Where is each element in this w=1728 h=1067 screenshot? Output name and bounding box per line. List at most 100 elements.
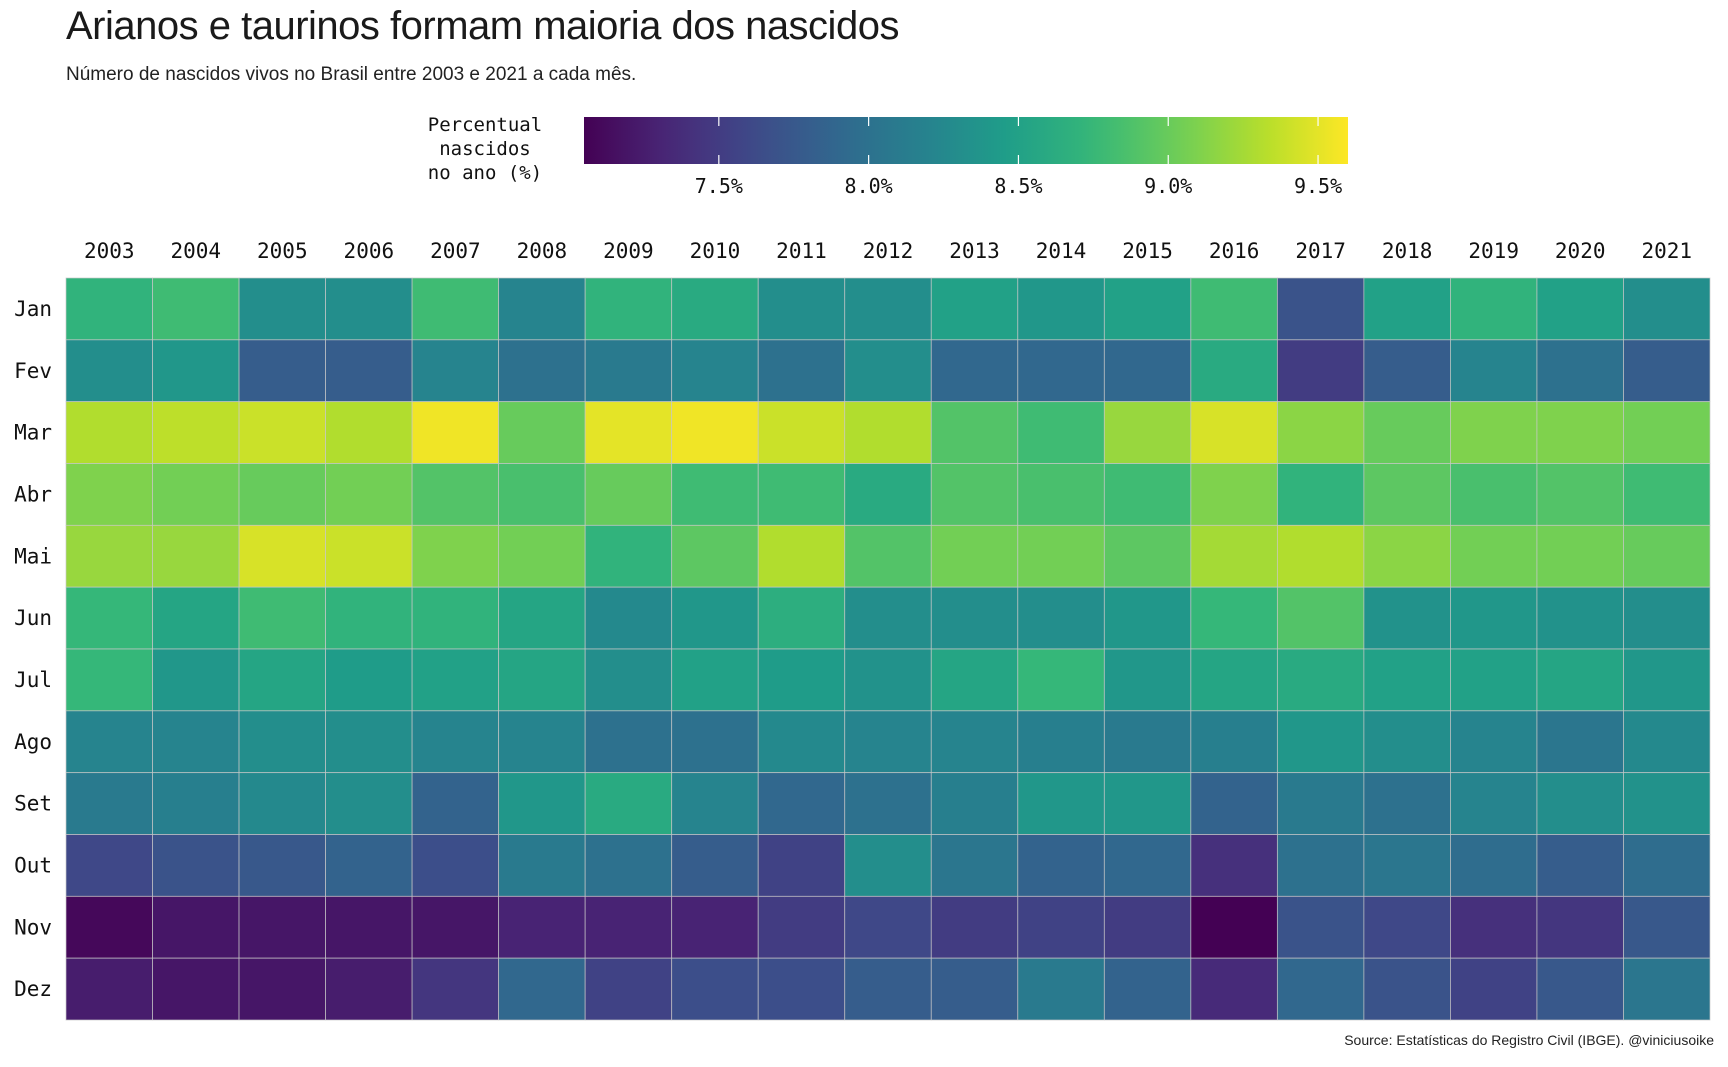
heatmap-cell-dez-2006 bbox=[325, 957, 413, 1021]
heatmap-cell-abr-2018 bbox=[1363, 463, 1451, 526]
heatmap-cell-jun-2015 bbox=[1103, 586, 1192, 650]
heatmap-cell-dez-2008 bbox=[498, 957, 586, 1021]
heatmap-cell-mai-2013 bbox=[930, 524, 1019, 588]
heatmap-cell-ago-2014 bbox=[1017, 710, 1105, 774]
heatmap-cell-jun-2017 bbox=[1276, 586, 1365, 650]
heatmap-cell-fev-2020 bbox=[1536, 339, 1624, 403]
heatmap-cell-set-2017 bbox=[1276, 772, 1365, 835]
heatmap-cell-jan-2004 bbox=[152, 277, 240, 341]
heatmap-cell-nov-2005 bbox=[238, 895, 326, 959]
heatmap-cell-abr-2019 bbox=[1450, 463, 1538, 526]
heatmap-cell-jul-2021 bbox=[1623, 648, 1711, 712]
heatmap-cell-ago-2007 bbox=[411, 710, 500, 774]
heatmap-cell-ago-2015 bbox=[1103, 710, 1192, 774]
heatmap-cell-jul-2016 bbox=[1190, 648, 1278, 712]
legend-title: Percentual nascidos no ano (%) bbox=[427, 114, 543, 184]
heatmap-cell-dez-2010 bbox=[671, 957, 759, 1021]
heatmap-cell-set-2011 bbox=[757, 772, 846, 835]
heatmap-cell-jan-2010 bbox=[671, 277, 759, 341]
heatmap-cell-dez-2021 bbox=[1623, 957, 1711, 1021]
heatmap-cell-mai-2016 bbox=[1190, 524, 1278, 588]
x-tick-label-2012: 2012 bbox=[863, 239, 914, 263]
x-tick-label-2015: 2015 bbox=[1122, 239, 1173, 263]
heatmap-cell-fev-2003 bbox=[65, 339, 153, 403]
x-tick-label-2003: 2003 bbox=[84, 239, 135, 263]
heatmap-cell-mai-2009 bbox=[584, 524, 673, 588]
heatmap-cell-ago-2010 bbox=[671, 710, 759, 774]
heatmap-cell-jul-2010 bbox=[671, 648, 759, 712]
heatmap-cell-fev-2009 bbox=[584, 339, 673, 403]
heatmap-cell-jul-2009 bbox=[584, 648, 673, 712]
heatmap-cell-mar-2004 bbox=[152, 401, 240, 464]
heatmap-cell-set-2018 bbox=[1363, 772, 1451, 835]
heatmap-cell-dez-2015 bbox=[1103, 957, 1192, 1021]
heatmap-cell-nov-2016 bbox=[1190, 895, 1278, 959]
y-tick-label-set: Set bbox=[14, 792, 52, 816]
heatmap-cell-fev-2005 bbox=[238, 339, 326, 403]
heatmap-cell-dez-2016 bbox=[1190, 957, 1278, 1021]
heatmap-cell-mai-2008 bbox=[498, 524, 586, 588]
x-tick-label-2018: 2018 bbox=[1382, 239, 1433, 263]
heatmap-cell-jan-2003 bbox=[65, 277, 153, 341]
heatmap-cell-dez-2018 bbox=[1363, 957, 1451, 1021]
heatmap-cell-fev-2006 bbox=[325, 339, 413, 403]
y-tick-label-out: Out bbox=[14, 853, 52, 877]
legend-tick-label: 9.0% bbox=[1144, 174, 1192, 198]
heatmap-cell-abr-2012 bbox=[844, 463, 932, 526]
x-tick-label-2019: 2019 bbox=[1468, 239, 1519, 263]
heatmap-cell-out-2011 bbox=[757, 834, 846, 897]
x-tick-label-2007: 2007 bbox=[430, 239, 481, 263]
heatmap-cell-jun-2010 bbox=[671, 586, 759, 650]
heatmap-cell-jan-2019 bbox=[1450, 277, 1538, 341]
heatmap-cell-nov-2004 bbox=[152, 895, 240, 959]
heatmap-cell-jul-2008 bbox=[498, 648, 586, 712]
heatmap-cell-nov-2017 bbox=[1276, 895, 1365, 959]
heatmap-cell-jan-2008 bbox=[498, 277, 586, 341]
heatmap-cell-out-2007 bbox=[411, 834, 500, 897]
heatmap-cell-jun-2006 bbox=[325, 586, 413, 650]
heatmap-cell-ago-2012 bbox=[844, 710, 932, 774]
x-tick-label-2005: 2005 bbox=[257, 239, 308, 263]
heatmap-cell-ago-2006 bbox=[325, 710, 413, 774]
legend-tick-label: 9.5% bbox=[1294, 174, 1342, 198]
heatmap-cell-jul-2017 bbox=[1276, 648, 1365, 712]
heatmap-cell-abr-2010 bbox=[671, 463, 759, 526]
heatmap-cell-set-2020 bbox=[1536, 772, 1624, 835]
heatmap-cell-nov-2008 bbox=[498, 895, 586, 959]
heatmap-cell-abr-2014 bbox=[1017, 463, 1105, 526]
heatmap-cell-mar-2020 bbox=[1536, 401, 1624, 464]
heatmap-cell-mai-2020 bbox=[1536, 524, 1624, 588]
heatmap-cell-ago-2008 bbox=[498, 710, 586, 774]
x-tick-label-2004: 2004 bbox=[171, 239, 222, 263]
heatmap-cell-out-2014 bbox=[1017, 834, 1105, 897]
heatmap-cell-ago-2003 bbox=[65, 710, 153, 774]
heatmap-cell-fev-2008 bbox=[498, 339, 586, 403]
heatmap-cell-fev-2014 bbox=[1017, 339, 1105, 403]
heatmap-cell-jul-2004 bbox=[152, 648, 240, 712]
y-tick-label-nov: Nov bbox=[14, 915, 52, 939]
heatmap-cell-ago-2017 bbox=[1276, 710, 1365, 774]
heatmap-cell-dez-2017 bbox=[1276, 957, 1365, 1021]
heatmap-cell-jun-2018 bbox=[1363, 586, 1451, 650]
heatmap-cell-mai-2011 bbox=[757, 524, 846, 588]
heatmap-cell-set-2007 bbox=[411, 772, 500, 835]
heatmap-cell-dez-2020 bbox=[1536, 957, 1624, 1021]
y-tick-label-jan: Jan bbox=[14, 297, 52, 321]
heatmap-cell-jul-2018 bbox=[1363, 648, 1451, 712]
heatmap-cell-jan-2005 bbox=[238, 277, 326, 341]
heatmap-cell-jul-2011 bbox=[757, 648, 846, 712]
y-tick-label-fev: Fev bbox=[14, 359, 52, 383]
heatmap-cell-abr-2015 bbox=[1103, 463, 1192, 526]
y-tick-label-mai: Mai bbox=[14, 544, 52, 568]
heatmap-cell-fev-2019 bbox=[1450, 339, 1538, 403]
x-tick-label-2006: 2006 bbox=[344, 239, 395, 263]
heatmap-cell-jan-2016 bbox=[1190, 277, 1278, 341]
heatmap-cell-abr-2013 bbox=[930, 463, 1019, 526]
y-axis-labels: Jan Fev Mar Abr Mai Jun Jul Ago Set Out Nov Dez bbox=[14, 297, 52, 1001]
heatmap-cell-set-2021 bbox=[1623, 772, 1711, 835]
heatmap-cell-mai-2014 bbox=[1017, 524, 1105, 588]
heatmap-cell-out-2005 bbox=[238, 834, 326, 897]
heatmap-cell-mai-2021 bbox=[1623, 524, 1711, 588]
heatmap-cell-out-2004 bbox=[152, 834, 240, 897]
heatmap-cell-fev-2015 bbox=[1103, 339, 1192, 403]
